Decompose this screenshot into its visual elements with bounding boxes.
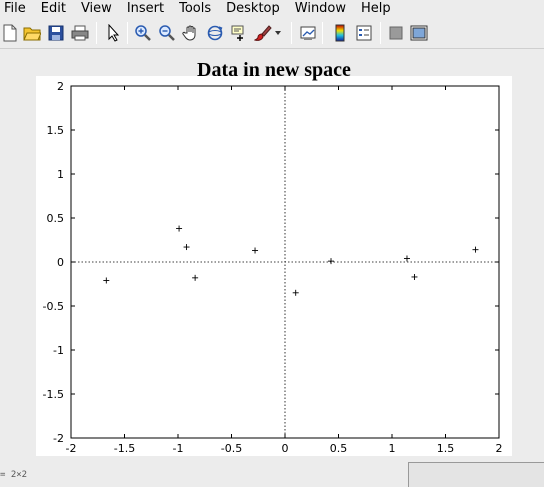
x-tick-label: -2 <box>66 442 77 455</box>
side-panel-edge <box>408 462 544 487</box>
menu-tools[interactable]: Tools <box>179 1 212 16</box>
x-tick-label: 2 <box>496 442 503 455</box>
y-tick-label: -1.5 <box>43 388 64 401</box>
x-tick-label: -0.5 <box>221 442 242 455</box>
y-tick-label: 1 <box>57 168 64 181</box>
data-point <box>252 247 259 254</box>
data-point <box>403 255 410 262</box>
x-tick-label: 1 <box>389 442 396 455</box>
y-tick-label: 0 <box>57 256 64 269</box>
scatter-chart: Data in new space -2 -1.5 -1 -0.5 0 0.5 1 1.5 2 … <box>36 59 512 456</box>
menu-desktop[interactable]: Desktop <box>226 1 280 16</box>
rotate-3d-icon[interactable] <box>205 23 225 43</box>
toolbar-separator <box>127 22 128 44</box>
hide-plot-tools-icon[interactable] <box>386 23 406 43</box>
data-point <box>411 273 418 280</box>
data-point <box>183 244 190 251</box>
toolbar-separator <box>322 22 323 44</box>
menu-edit[interactable]: Edit <box>40 1 66 16</box>
data-point <box>292 289 299 296</box>
save-icon[interactable] <box>46 23 66 43</box>
y-tick-label: -0.5 <box>43 300 64 313</box>
y-tick-label: 1.5 <box>47 124 65 137</box>
x-tick-label: 0.5 <box>330 442 348 455</box>
menu-help[interactable]: Help <box>361 1 391 16</box>
figure-toolbar <box>0 17 544 49</box>
status-text: = 2×2 <box>0 470 28 480</box>
brush-icon[interactable] <box>253 23 273 43</box>
menu-bar: File Edit View Insert Tools Desktop Wind… <box>0 0 544 17</box>
print-icon[interactable] <box>70 23 90 43</box>
open-folder-icon[interactable] <box>22 23 42 43</box>
link-plot-icon[interactable] <box>298 23 318 43</box>
y-axis: -2 -1.5 -1 -0.5 0 0.5 1 1.5 2 <box>43 80 499 445</box>
pan-hand-icon[interactable] <box>181 23 201 43</box>
data-point <box>192 274 199 281</box>
x-tick-label: -1.5 <box>114 442 135 455</box>
data-point <box>103 277 110 284</box>
x-axis: -2 -1.5 -1 -0.5 0 0.5 1 1.5 2 <box>66 86 503 455</box>
y-tick-label: -2 <box>53 432 64 445</box>
figure-canvas: Data in new space -2 -1.5 -1 -0.5 0 0.5 1 1.5 2 … <box>0 50 544 487</box>
menu-window[interactable]: Window <box>294 1 347 16</box>
toolbar-separator <box>291 22 292 44</box>
data-point <box>328 258 335 265</box>
data-point <box>176 225 183 232</box>
plot-background <box>36 76 512 456</box>
data-cursor-icon[interactable] <box>229 23 249 43</box>
x-tick-label: 1.5 <box>437 442 455 455</box>
colorbar-icon[interactable] <box>330 23 350 43</box>
x-tick-label: -1 <box>173 442 184 455</box>
data-points <box>103 225 479 296</box>
menu-view[interactable]: View <box>80 1 112 16</box>
dropdown-arrow-icon[interactable] <box>273 23 283 43</box>
pointer-icon[interactable] <box>103 23 123 43</box>
menu-insert[interactable]: Insert <box>126 1 165 16</box>
y-tick-label: 0.5 <box>47 212 65 225</box>
zoom-in-icon[interactable] <box>133 23 153 43</box>
toolbar-separator <box>96 22 97 44</box>
legend-icon[interactable] <box>354 23 374 43</box>
y-tick-label: 2 <box>57 80 64 93</box>
new-file-icon[interactable] <box>0 23 20 43</box>
show-plot-tools-icon[interactable] <box>409 23 429 43</box>
chart-title: Data in new space <box>197 59 351 81</box>
x-tick-label: 0 <box>282 442 289 455</box>
menu-file[interactable]: File <box>4 1 26 16</box>
y-tick-label: -1 <box>53 344 64 357</box>
toolbar-separator <box>380 22 381 44</box>
data-point <box>472 246 479 253</box>
zoom-out-icon[interactable] <box>157 23 177 43</box>
